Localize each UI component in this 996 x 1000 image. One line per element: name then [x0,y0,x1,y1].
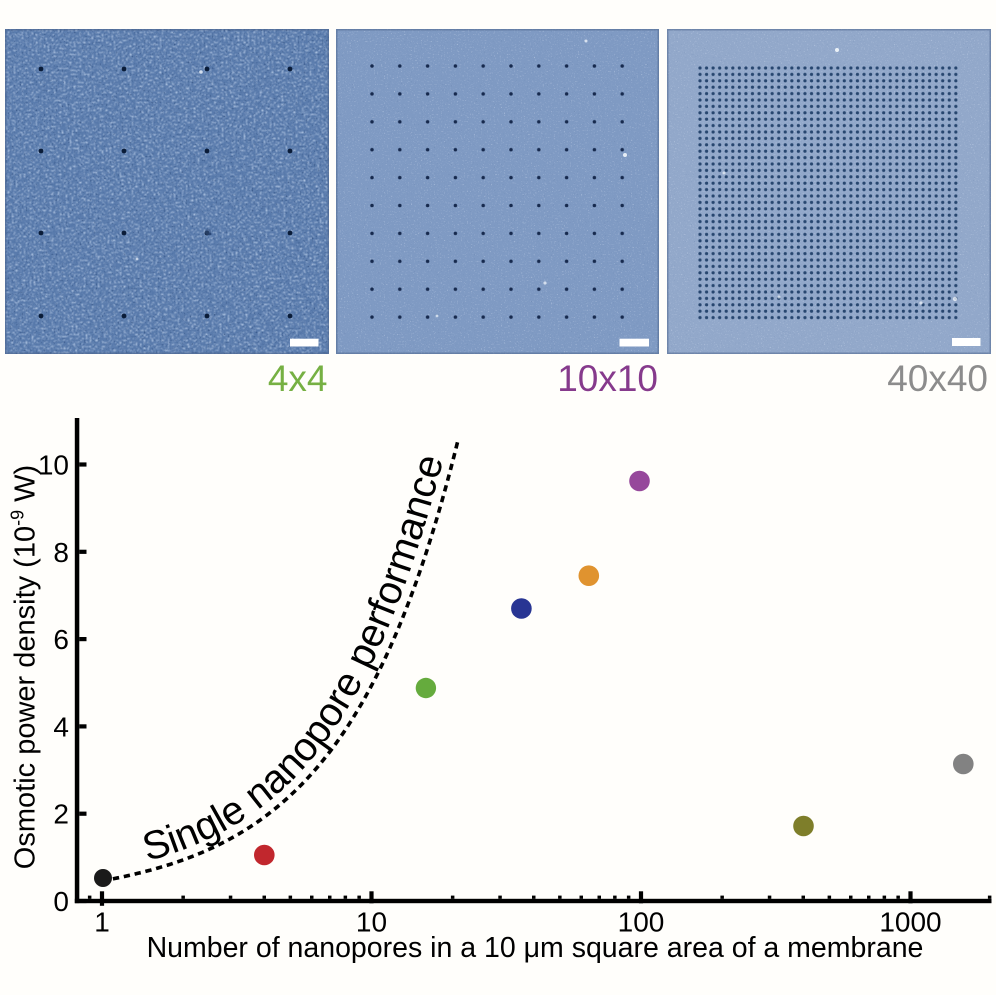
svg-text:1000: 1000 [879,907,941,938]
svg-text:2: 2 [53,799,69,830]
svg-text:Number of nanopores in a 10 μm: Number of nanopores in a 10 μm square ar… [147,932,924,964]
svg-text:100: 100 [618,907,665,938]
svg-text:10: 10 [38,450,69,481]
svg-text:8: 8 [53,537,69,568]
svg-text:Osmotic power density (10-9 W): Osmotic power density (10-9 W) [8,465,42,869]
svg-text:4: 4 [53,711,69,742]
svg-text:4x4: 4x4 [268,358,328,399]
svg-text:6: 6 [53,624,69,655]
svg-text:10: 10 [356,907,387,938]
svg-text:10x10: 10x10 [557,358,658,399]
svg-text:40x40: 40x40 [887,358,988,399]
svg-text:0: 0 [53,886,69,917]
svg-text:1: 1 [94,907,110,938]
